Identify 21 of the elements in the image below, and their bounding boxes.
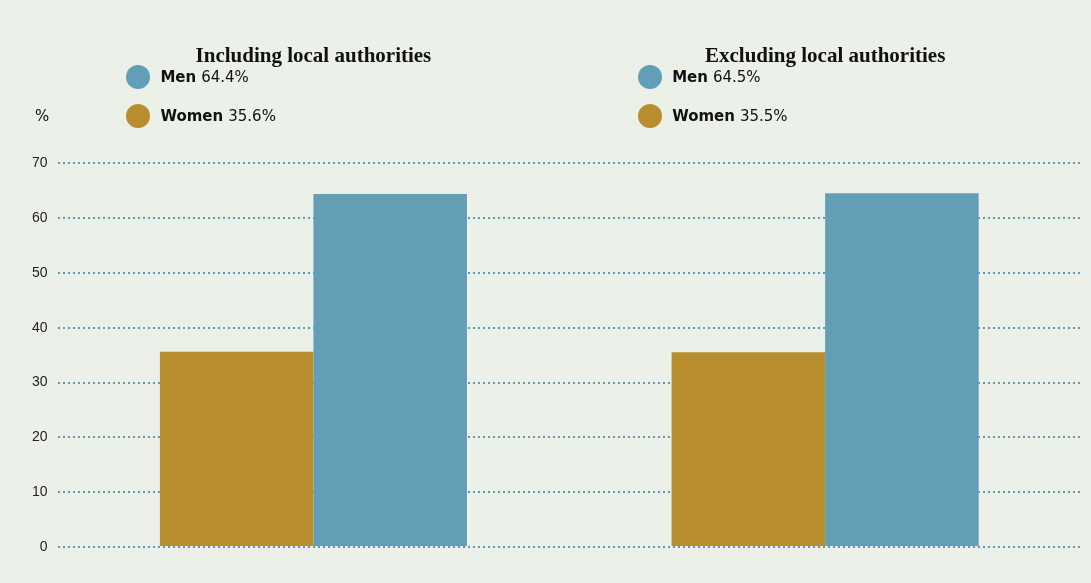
- y-tick-label: 0: [39, 537, 48, 554]
- y-tick-label: 10: [31, 483, 48, 500]
- y-tick-label: 70: [31, 154, 48, 171]
- y-tick-label: 50: [31, 263, 48, 280]
- text: 64.4%: [201, 68, 249, 86]
- y-tick-label: 40: [31, 318, 48, 335]
- y-axis-title: %: [35, 107, 50, 125]
- text: 35.6%: [228, 107, 276, 125]
- bar: [671, 352, 826, 546]
- x-tick-label: Including local authorities: [195, 43, 432, 68]
- bar: [159, 351, 314, 546]
- y-tick-label: 60: [31, 208, 48, 225]
- text: Women: [672, 107, 735, 125]
- text: 35.5%: [739, 107, 788, 125]
- legend-label: Men: [672, 68, 708, 86]
- y-tick-label: 20: [31, 428, 48, 445]
- x-tick-label: Excluding local authorities: [704, 43, 946, 68]
- legend-label: Women: [160, 107, 224, 125]
- y-tick-label: 30: [31, 373, 48, 390]
- text: Men: [160, 68, 197, 86]
- text: 64.5%: [712, 68, 761, 86]
